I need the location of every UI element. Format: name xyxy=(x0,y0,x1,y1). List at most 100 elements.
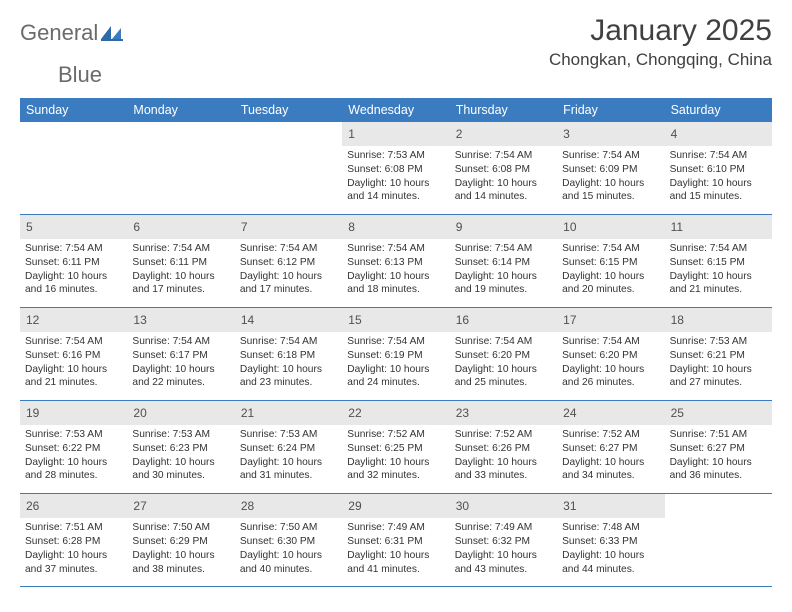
sunrise-text: Sunrise: 7:54 AM xyxy=(25,335,122,349)
day-number: 4 xyxy=(671,127,678,141)
sunrise-text: Sunrise: 7:53 AM xyxy=(670,335,767,349)
day-cell: 14Sunrise: 7:54 AMSunset: 6:18 PMDayligh… xyxy=(235,308,342,400)
sunrise-text: Sunrise: 7:53 AM xyxy=(25,428,122,442)
title-block: January 2025 Chongkan, Chongqing, China xyxy=(549,14,772,70)
day-cell: 4 Sunrise: 7:54 AMSunset: 6:10 PMDaylight… xyxy=(665,122,772,214)
sunset-text: Sunset: 6:13 PM xyxy=(347,256,444,270)
dow-sunday: Sunday xyxy=(20,98,127,122)
sunrise-text: Sunrise: 7:54 AM xyxy=(455,335,552,349)
week-row: 12Sunrise: 7:54 AMSunset: 6:16 PMDayligh… xyxy=(20,308,772,401)
day-number: 13 xyxy=(133,313,146,327)
daylight-text: Daylight: 10 hours and 15 minutes. xyxy=(670,177,767,205)
sunset-text: Sunset: 6:22 PM xyxy=(25,442,122,456)
day-number-band: 18 xyxy=(665,308,772,332)
sunrise-text: Sunrise: 7:54 AM xyxy=(132,335,229,349)
day-cell: 18Sunrise: 7:53 AMSunset: 6:21 PMDayligh… xyxy=(665,308,772,400)
sunrise-text: Sunrise: 7:54 AM xyxy=(562,335,659,349)
sunrise-text: Sunrise: 7:52 AM xyxy=(455,428,552,442)
sunrise-text: Sunrise: 7:53 AM xyxy=(240,428,337,442)
day-number: 22 xyxy=(348,406,361,420)
daylight-text: Daylight: 10 hours and 27 minutes. xyxy=(670,363,767,391)
sunset-text: Sunset: 6:23 PM xyxy=(132,442,229,456)
day-number-band: 22 xyxy=(342,401,449,425)
sunset-text: Sunset: 6:24 PM xyxy=(240,442,337,456)
logo-word1: General xyxy=(20,20,98,46)
sunset-text: Sunset: 6:08 PM xyxy=(455,163,552,177)
day-cell: 12 Sunrise: 7:54 AMSunset: 6:16 PMDayligh… xyxy=(20,308,127,400)
day-cell xyxy=(235,122,342,214)
day-number: 25 xyxy=(671,406,684,420)
sunset-text: Sunset: 6:20 PM xyxy=(455,349,552,363)
day-number-band: 25 xyxy=(665,401,772,425)
sunrise-text: Sunrise: 7:54 AM xyxy=(562,149,659,163)
sunset-text: Sunset: 6:15 PM xyxy=(562,256,659,270)
sunrise-text: Sunrise: 7:52 AM xyxy=(562,428,659,442)
daylight-text: Daylight: 10 hours and 22 minutes. xyxy=(132,363,229,391)
day-number: 14 xyxy=(241,313,254,327)
dow-monday: Monday xyxy=(127,98,234,122)
day-number: 9 xyxy=(456,220,463,234)
sunrise-text: Sunrise: 7:49 AM xyxy=(347,521,444,535)
day-number: 16 xyxy=(456,313,469,327)
sunset-text: Sunset: 6:32 PM xyxy=(455,535,552,549)
daylight-text: Daylight: 10 hours and 25 minutes. xyxy=(455,363,552,391)
daylight-text: Daylight: 10 hours and 14 minutes. xyxy=(455,177,552,205)
day-number-band: 1 xyxy=(342,122,449,146)
sunset-text: Sunset: 6:10 PM xyxy=(670,163,767,177)
day-number: 30 xyxy=(456,499,469,513)
day-cell: 15Sunrise: 7:54 AMSunset: 6:19 PMDayligh… xyxy=(342,308,449,400)
daylight-text: Daylight: 10 hours and 32 minutes. xyxy=(347,456,444,484)
daylight-text: Daylight: 10 hours and 26 minutes. xyxy=(562,363,659,391)
daylight-text: Daylight: 10 hours and 44 minutes. xyxy=(562,549,659,577)
day-number: 2 xyxy=(456,127,463,141)
sail-icon xyxy=(101,25,123,41)
daylight-text: Daylight: 10 hours and 31 minutes. xyxy=(240,456,337,484)
sunrise-text: Sunrise: 7:54 AM xyxy=(240,335,337,349)
day-number: 20 xyxy=(133,406,146,420)
daylight-text: Daylight: 10 hours and 36 minutes. xyxy=(670,456,767,484)
day-number-band: 19 xyxy=(20,401,127,425)
sunset-text: Sunset: 6:16 PM xyxy=(25,349,122,363)
day-number-band: 4 xyxy=(665,122,772,146)
day-cell: 19Sunrise: 7:53 AMSunset: 6:22 PMDayligh… xyxy=(20,401,127,493)
sunset-text: Sunset: 6:14 PM xyxy=(455,256,552,270)
day-cell: 27Sunrise: 7:50 AMSunset: 6:29 PMDayligh… xyxy=(127,494,234,586)
week-row: 26Sunrise: 7:51 AMSunset: 6:28 PMDayligh… xyxy=(20,494,772,587)
day-cell: 30Sunrise: 7:49 AMSunset: 6:32 PMDayligh… xyxy=(450,494,557,586)
day-number: 31 xyxy=(563,499,576,513)
day-cell: 1Sunrise: 7:53 AMSunset: 6:08 PMDaylight… xyxy=(342,122,449,214)
day-number-band: 8 xyxy=(342,215,449,239)
day-number: 17 xyxy=(563,313,576,327)
day-number: 23 xyxy=(456,406,469,420)
day-cell xyxy=(127,122,234,214)
day-number: 12 xyxy=(26,313,39,327)
day-cell: 20Sunrise: 7:53 AMSunset: 6:23 PMDayligh… xyxy=(127,401,234,493)
week-row: 5Sunrise: 7:54 AMSunset: 6:11 PMDaylight… xyxy=(20,215,772,308)
daylight-text: Daylight: 10 hours and 33 minutes. xyxy=(455,456,552,484)
day-number: 21 xyxy=(241,406,254,420)
sunrise-text: Sunrise: 7:54 AM xyxy=(132,242,229,256)
sunrise-text: Sunrise: 7:53 AM xyxy=(347,149,444,163)
day-cell: 5Sunrise: 7:54 AMSunset: 6:11 PMDaylight… xyxy=(20,215,127,307)
day-cell: 10Sunrise: 7:54 AMSunset: 6:15 PMDayligh… xyxy=(557,215,664,307)
day-number-band: 5 xyxy=(20,215,127,239)
day-number: 18 xyxy=(671,313,684,327)
day-number-band: 30 xyxy=(450,494,557,518)
daylight-text: Daylight: 10 hours and 41 minutes. xyxy=(347,549,444,577)
day-number: 29 xyxy=(348,499,361,513)
sunset-text: Sunset: 6:17 PM xyxy=(132,349,229,363)
sunrise-text: Sunrise: 7:54 AM xyxy=(455,149,552,163)
logo: General xyxy=(20,14,125,46)
week-row: 19Sunrise: 7:53 AMSunset: 6:22 PMDayligh… xyxy=(20,401,772,494)
sunset-text: Sunset: 6:15 PM xyxy=(670,256,767,270)
sunrise-text: Sunrise: 7:54 AM xyxy=(670,149,767,163)
day-number: 27 xyxy=(133,499,146,513)
day-number: 6 xyxy=(133,220,140,234)
daylight-text: Daylight: 10 hours and 21 minutes. xyxy=(25,363,122,391)
sunrise-text: Sunrise: 7:54 AM xyxy=(240,242,337,256)
sunset-text: Sunset: 6:09 PM xyxy=(562,163,659,177)
sunrise-text: Sunrise: 7:48 AM xyxy=(562,521,659,535)
day-cell xyxy=(20,122,127,214)
sunset-text: Sunset: 6:27 PM xyxy=(670,442,767,456)
day-number: 7 xyxy=(241,220,248,234)
